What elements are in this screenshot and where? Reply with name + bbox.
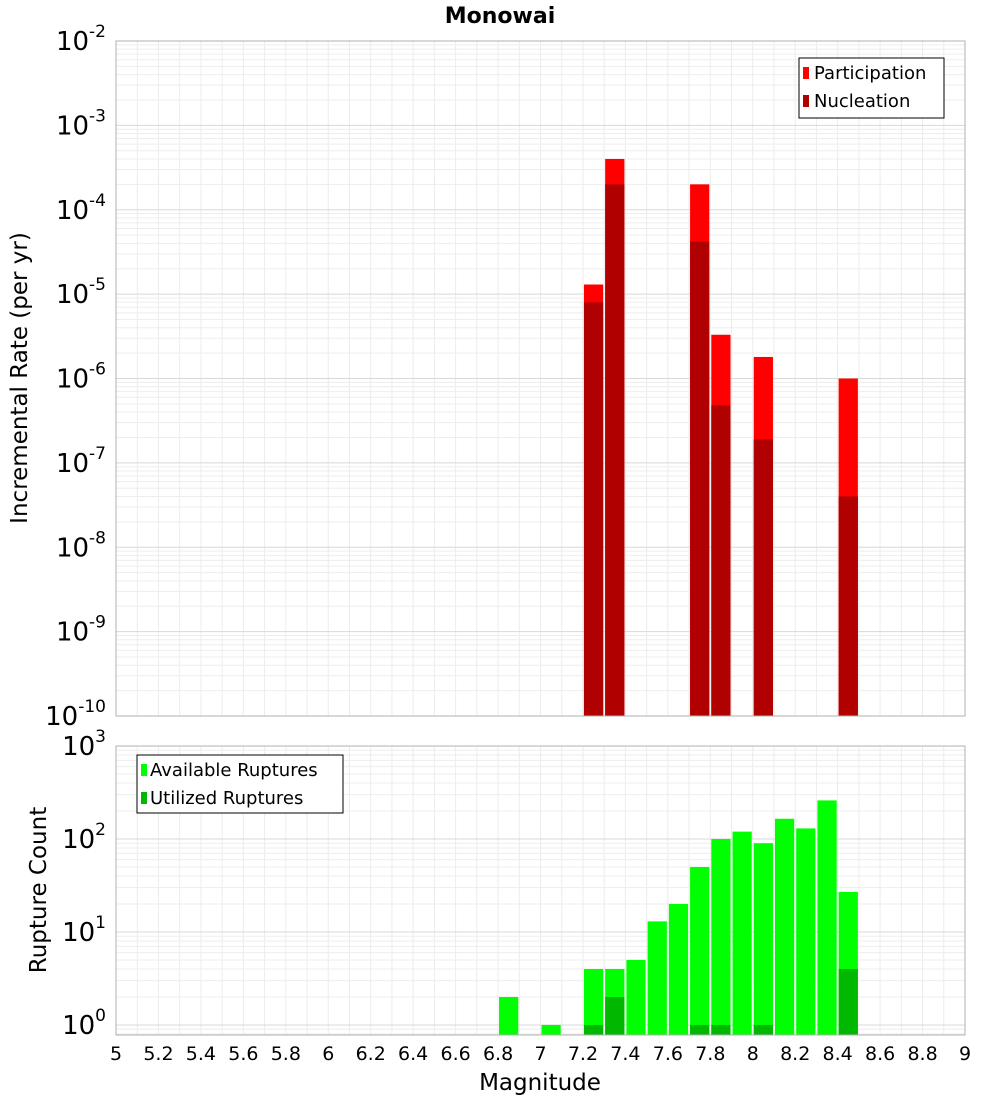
- available-ruptures-bar: [499, 996, 519, 1035]
- x-tick-label: 8.2: [780, 1043, 810, 1065]
- bottom-plot-area: [115, 745, 966, 1036]
- bottom-y-axis-label: Rupture Count: [26, 807, 52, 973]
- top-y-tick-label: 10-2: [56, 22, 106, 57]
- participation-legend-swatch: [803, 67, 809, 79]
- x-tick-label: 8.4: [823, 1043, 853, 1065]
- x-tick-label: 6.8: [483, 1043, 513, 1065]
- x-tick-label: 6.2: [356, 1043, 386, 1065]
- available-ruptures-bar: [753, 843, 773, 1035]
- x-tick-label: 5.2: [143, 1043, 173, 1065]
- x-tick-label: 5: [110, 1043, 122, 1065]
- available-ruptures-bar: [668, 903, 689, 1035]
- top-legend: Participation Nucleation: [798, 57, 945, 119]
- bottom-y-tick-label: 102: [62, 820, 106, 855]
- utilized-ruptures-legend-label: Utilized Ruptures: [150, 788, 303, 809]
- x-tick-label: 5.4: [186, 1043, 216, 1065]
- available-ruptures-bar: [626, 959, 646, 1035]
- x-tick-label: 8.6: [865, 1043, 895, 1065]
- x-tick-label: 6.4: [398, 1043, 428, 1065]
- bottom-legend-box: [136, 754, 344, 814]
- top-y-axis-label: Incremental Rate (per yr): [7, 232, 33, 524]
- utilized-ruptures-bar: [583, 1024, 604, 1035]
- top-y-tick-label: 10-6: [56, 360, 106, 395]
- bottom-y-tick-label: 100: [62, 1006, 106, 1041]
- nucleation-bar: [711, 405, 731, 716]
- nucleation-bar: [605, 184, 625, 717]
- top-plot-area: [115, 40, 966, 717]
- top-legend-box: [798, 57, 945, 119]
- nucleation-legend-label: Nucleation: [814, 91, 910, 112]
- top-y-tick-labels: 10-10 10-9 10-8 10-7 10-6 10-5 10-4 10-3 10-2: [45, 22, 106, 732]
- top-y-tick-label: 10-3: [56, 106, 106, 141]
- available-ruptures-bar: [541, 1024, 561, 1035]
- x-tick-label: 6.6: [440, 1043, 470, 1065]
- x-tick-label: 7.4: [610, 1043, 640, 1065]
- available-ruptures-bar: [774, 818, 795, 1035]
- available-ruptures-bar: [690, 866, 710, 1035]
- x-tick-label: 9: [959, 1043, 971, 1065]
- x-tick-label: 5.8: [271, 1043, 301, 1065]
- top-y-tick-label: 10-4: [56, 191, 106, 226]
- x-tick-label: 8: [747, 1043, 759, 1065]
- x-tick-label: 7.8: [695, 1043, 725, 1065]
- bottom-y-tick-labels: 100 101 102 103: [62, 727, 106, 1041]
- utilized-ruptures-bar: [690, 1024, 710, 1035]
- utilized-ruptures-bar: [605, 996, 625, 1035]
- nucleation-bar: [753, 439, 773, 716]
- x-tick-label: 5.6: [228, 1043, 258, 1065]
- available-ruptures-legend-swatch: [141, 764, 147, 776]
- x-tick-label: 6: [322, 1043, 334, 1065]
- x-tick-label: 7.6: [653, 1043, 683, 1065]
- utilized-ruptures-bar: [753, 1024, 773, 1035]
- utilized-ruptures-bar: [711, 1024, 731, 1035]
- nucleation-legend-swatch: [803, 95, 809, 107]
- x-tick-label: 8.8: [907, 1043, 937, 1065]
- nucleation-bar: [690, 241, 710, 717]
- available-ruptures-legend-label: Available Ruptures: [150, 760, 318, 781]
- available-ruptures-bar: [732, 831, 752, 1035]
- top-y-tick-label: 10-5: [56, 275, 106, 310]
- utilized-ruptures-legend-swatch: [141, 792, 147, 804]
- available-ruptures-bar: [583, 968, 604, 1035]
- nucleation-bar: [838, 496, 858, 716]
- top-y-tick-label: 10-10: [45, 697, 106, 732]
- x-tick-label: 7.2: [568, 1043, 598, 1065]
- bottom-legend: Available Ruptures Utilized Ruptures: [136, 754, 344, 814]
- available-ruptures-bar: [711, 838, 731, 1035]
- top-y-tick-label: 10-9: [56, 613, 106, 648]
- bottom-y-tick-label: 103: [62, 727, 106, 762]
- utilized-ruptures-bar: [838, 968, 858, 1035]
- x-axis-label: Magnitude: [479, 1070, 601, 1096]
- participation-legend-label: Participation: [814, 63, 926, 84]
- top-y-tick-label: 10-8: [56, 528, 106, 563]
- top-chart-gridlines: [115, 40, 966, 717]
- x-tick-label: 7: [534, 1043, 546, 1065]
- available-ruptures-bar: [647, 921, 667, 1035]
- top-y-tick-label: 10-7: [56, 444, 106, 479]
- bottom-y-tick-label: 101: [62, 913, 106, 948]
- available-ruptures-bar: [817, 800, 837, 1035]
- chart-title: Monowai: [445, 4, 556, 29]
- available-ruptures-bar: [796, 828, 816, 1035]
- x-tick-labels: 5 5.2 5.4 5.6 5.8 6 6.2 6.4 6.6 6.8 7 7.2 7.4 7.6 7.8 8…: [110, 1043, 971, 1065]
- top-chart-bars: [583, 158, 858, 717]
- bottom-chart-bars: [499, 800, 858, 1035]
- nucleation-bar: [583, 302, 604, 716]
